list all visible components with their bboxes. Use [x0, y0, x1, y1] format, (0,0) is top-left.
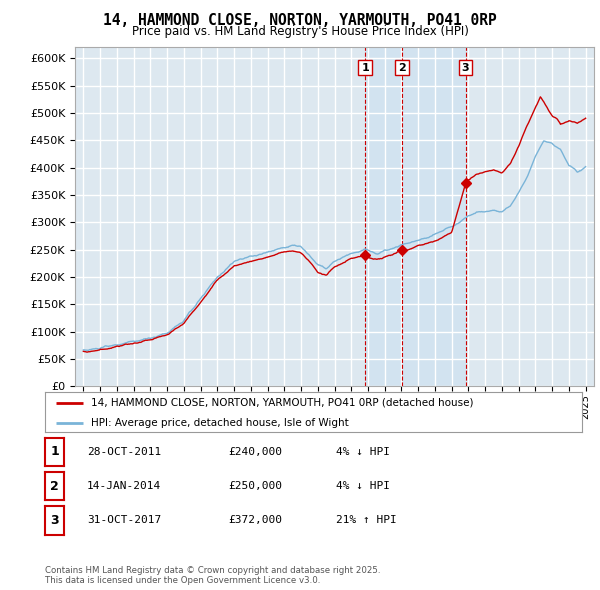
Text: 3: 3 — [462, 63, 469, 73]
Text: 14, HAMMOND CLOSE, NORTON, YARMOUTH, PO41 0RP: 14, HAMMOND CLOSE, NORTON, YARMOUTH, PO4… — [103, 13, 497, 28]
Text: 14, HAMMOND CLOSE, NORTON, YARMOUTH, PO41 0RP (detached house): 14, HAMMOND CLOSE, NORTON, YARMOUTH, PO4… — [91, 398, 473, 408]
Text: Price paid vs. HM Land Registry's House Price Index (HPI): Price paid vs. HM Land Registry's House … — [131, 25, 469, 38]
Text: 1: 1 — [361, 63, 369, 73]
Text: 21% ↑ HPI: 21% ↑ HPI — [336, 516, 397, 525]
Text: Contains HM Land Registry data © Crown copyright and database right 2025.
This d: Contains HM Land Registry data © Crown c… — [45, 566, 380, 585]
Text: £372,000: £372,000 — [228, 516, 282, 525]
Text: 2: 2 — [398, 63, 406, 73]
Text: 3: 3 — [50, 514, 59, 527]
Text: £250,000: £250,000 — [228, 481, 282, 491]
Bar — [402, 47, 466, 386]
Text: £240,000: £240,000 — [228, 447, 282, 457]
Text: 1: 1 — [50, 445, 59, 458]
Text: 4% ↓ HPI: 4% ↓ HPI — [336, 481, 390, 491]
Text: 2: 2 — [50, 480, 59, 493]
Text: 14-JAN-2014: 14-JAN-2014 — [87, 481, 161, 491]
Bar — [365, 47, 402, 386]
Text: 28-OCT-2011: 28-OCT-2011 — [87, 447, 161, 457]
Text: HPI: Average price, detached house, Isle of Wight: HPI: Average price, detached house, Isle… — [91, 418, 349, 428]
Text: 31-OCT-2017: 31-OCT-2017 — [87, 516, 161, 525]
Text: 4% ↓ HPI: 4% ↓ HPI — [336, 447, 390, 457]
